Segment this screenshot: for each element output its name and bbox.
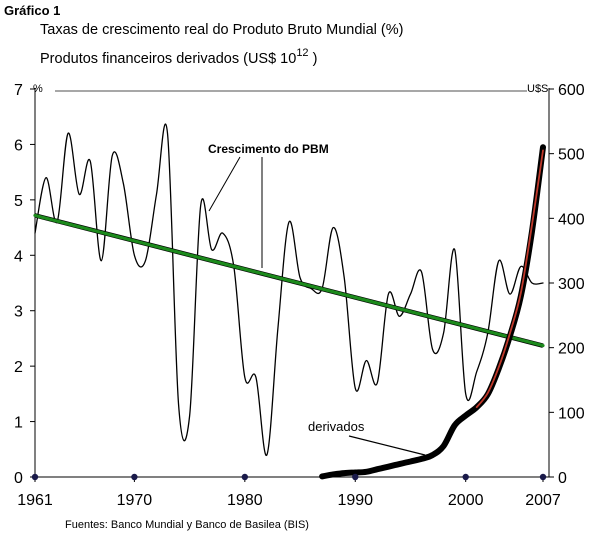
x-tick-label: 1980 [227, 492, 263, 509]
right-tick-label: 400 [558, 211, 585, 228]
x-marker-dot [241, 473, 249, 481]
derivatives-annotation: derivados [308, 419, 365, 434]
source-note: Fuentes: Banco Mundial y Banco de Basile… [65, 519, 309, 531]
right-tick-label: 500 [558, 147, 585, 164]
chart-title: Taxas de crescimento real do Produto Bru… [40, 22, 403, 38]
derivatives-pointer [348, 435, 426, 456]
right-tick-label: 0 [558, 470, 567, 487]
left-tick-label: 5 [14, 193, 23, 210]
x-marker-dot [462, 473, 469, 481]
x-tick-label: 2000 [448, 492, 484, 509]
left-tick-label: 6 [14, 137, 23, 154]
gdp-growth-line [34, 123, 544, 456]
right-axis-ticks: 0 100 200 300 400 500 600 [549, 82, 585, 487]
x-tick-label: 1970 [117, 492, 153, 509]
x-axis-ticks: 1961 1970 1980 1990 2000 2007 [17, 477, 561, 509]
left-axis-ticks: 0 1 2 3 4 5 6 7 [14, 82, 35, 487]
left-tick-label: 0 [14, 470, 23, 487]
derivatives-fit-line [475, 149, 544, 409]
x-tick-label: 1961 [17, 492, 53, 509]
x-tick-label: 2007 [525, 492, 561, 509]
x-tick-label: 1990 [337, 492, 373, 509]
left-tick-label: 7 [14, 82, 23, 99]
chart-subtitle: Produtos financeiros derivados (US$ 1012… [40, 47, 317, 67]
left-tick-label: 4 [14, 248, 23, 265]
left-tick-label: 1 [14, 415, 23, 432]
gdp-trend-line [33, 213, 545, 348]
right-tick-label: 100 [558, 405, 585, 422]
figure-label: Gráfico 1 [4, 3, 60, 18]
left-axis-unit: % [33, 83, 43, 95]
right-tick-label: 300 [558, 276, 585, 293]
x-marker-dot [539, 473, 547, 481]
right-axis-unit: U$S [527, 83, 548, 95]
gdp-pointer-1 [208, 156, 241, 212]
right-tick-label: 200 [558, 341, 585, 358]
x-marker-dot [352, 473, 359, 481]
gdp-annotation: Crescimento do PBM [208, 142, 329, 156]
x-markers [31, 473, 547, 481]
left-tick-label: 2 [14, 359, 23, 376]
x-marker-dot [131, 473, 138, 481]
left-tick-label: 3 [14, 304, 23, 321]
series-layer [33, 123, 546, 480]
x-marker-dot [31, 473, 39, 481]
right-tick-label: 600 [558, 82, 585, 99]
